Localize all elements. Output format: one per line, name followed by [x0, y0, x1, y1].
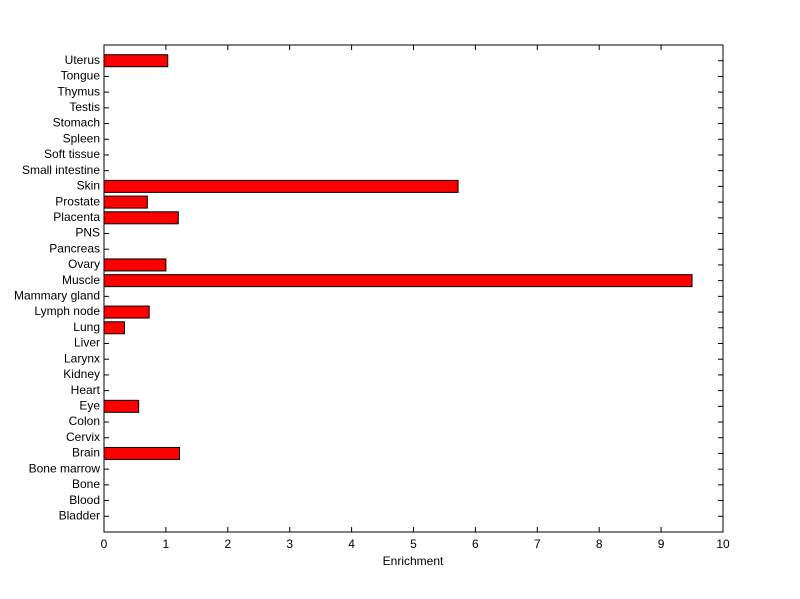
x-axis-label: Enrichment [383, 554, 444, 568]
y-tick-label: Lung [73, 320, 100, 334]
y-tick-label: Small intestine [22, 163, 100, 177]
bar [103, 274, 693, 288]
bar [103, 399, 140, 413]
y-tick-label: Bladder [59, 508, 100, 522]
x-tick-label: 2 [224, 537, 231, 551]
bar [103, 211, 179, 225]
y-tick-label: Soft tissue [44, 147, 100, 161]
y-tick-label: Thymus [57, 84, 100, 98]
y-tick-label: Blood [69, 493, 100, 507]
bar [103, 179, 459, 193]
x-tick-label: 6 [472, 537, 479, 551]
y-tick-label: Bone [72, 477, 100, 491]
x-tick-label: 8 [596, 537, 603, 551]
y-tick-label: Muscle [62, 273, 100, 287]
y-tick-label: Spleen [63, 131, 100, 145]
y-tick-label: Pancreas [49, 241, 100, 255]
y-tick-label: Kidney [63, 367, 100, 381]
y-tick-label: Skin [77, 179, 100, 193]
y-tick-label: Larynx [64, 351, 100, 365]
x-tick-label: 9 [658, 537, 665, 551]
y-tick-label: Colon [69, 414, 100, 428]
bar [103, 321, 125, 335]
x-tick-label: 7 [534, 537, 541, 551]
y-tick-label: PNS [75, 226, 100, 240]
y-tick-label: Testis [69, 100, 100, 114]
x-tick-label: 10 [716, 537, 730, 551]
y-tick-label: Prostate [55, 194, 100, 208]
y-tick-label: Cervix [66, 430, 100, 444]
x-tick-label: 0 [101, 537, 108, 551]
y-tick-label: Lymph node [34, 304, 100, 318]
x-tick-label: 5 [410, 537, 417, 551]
y-tick-label: Stomach [53, 116, 100, 130]
y-tick-label: Eye [79, 398, 100, 412]
x-tick-label: 3 [286, 537, 293, 551]
bar [103, 446, 181, 460]
y-tick-label: Ovary [68, 257, 100, 271]
x-tick-label: 1 [163, 537, 170, 551]
x-tick-label: 4 [348, 537, 355, 551]
plot-frame [103, 44, 724, 533]
y-tick-label: Heart [71, 383, 101, 397]
y-tick-label: Mammary gland [14, 289, 100, 303]
y-tick-label: Uterus [65, 53, 100, 67]
y-tick-label: Placenta [53, 210, 100, 224]
y-tick-label: Brain [72, 446, 100, 460]
bar [103, 195, 148, 209]
bar [103, 305, 150, 319]
y-tick-label: Tongue [61, 69, 101, 83]
y-tick-label: Liver [74, 336, 100, 350]
y-tick-label: Bone marrow [29, 461, 101, 475]
bar [103, 54, 169, 68]
bar [103, 258, 167, 272]
